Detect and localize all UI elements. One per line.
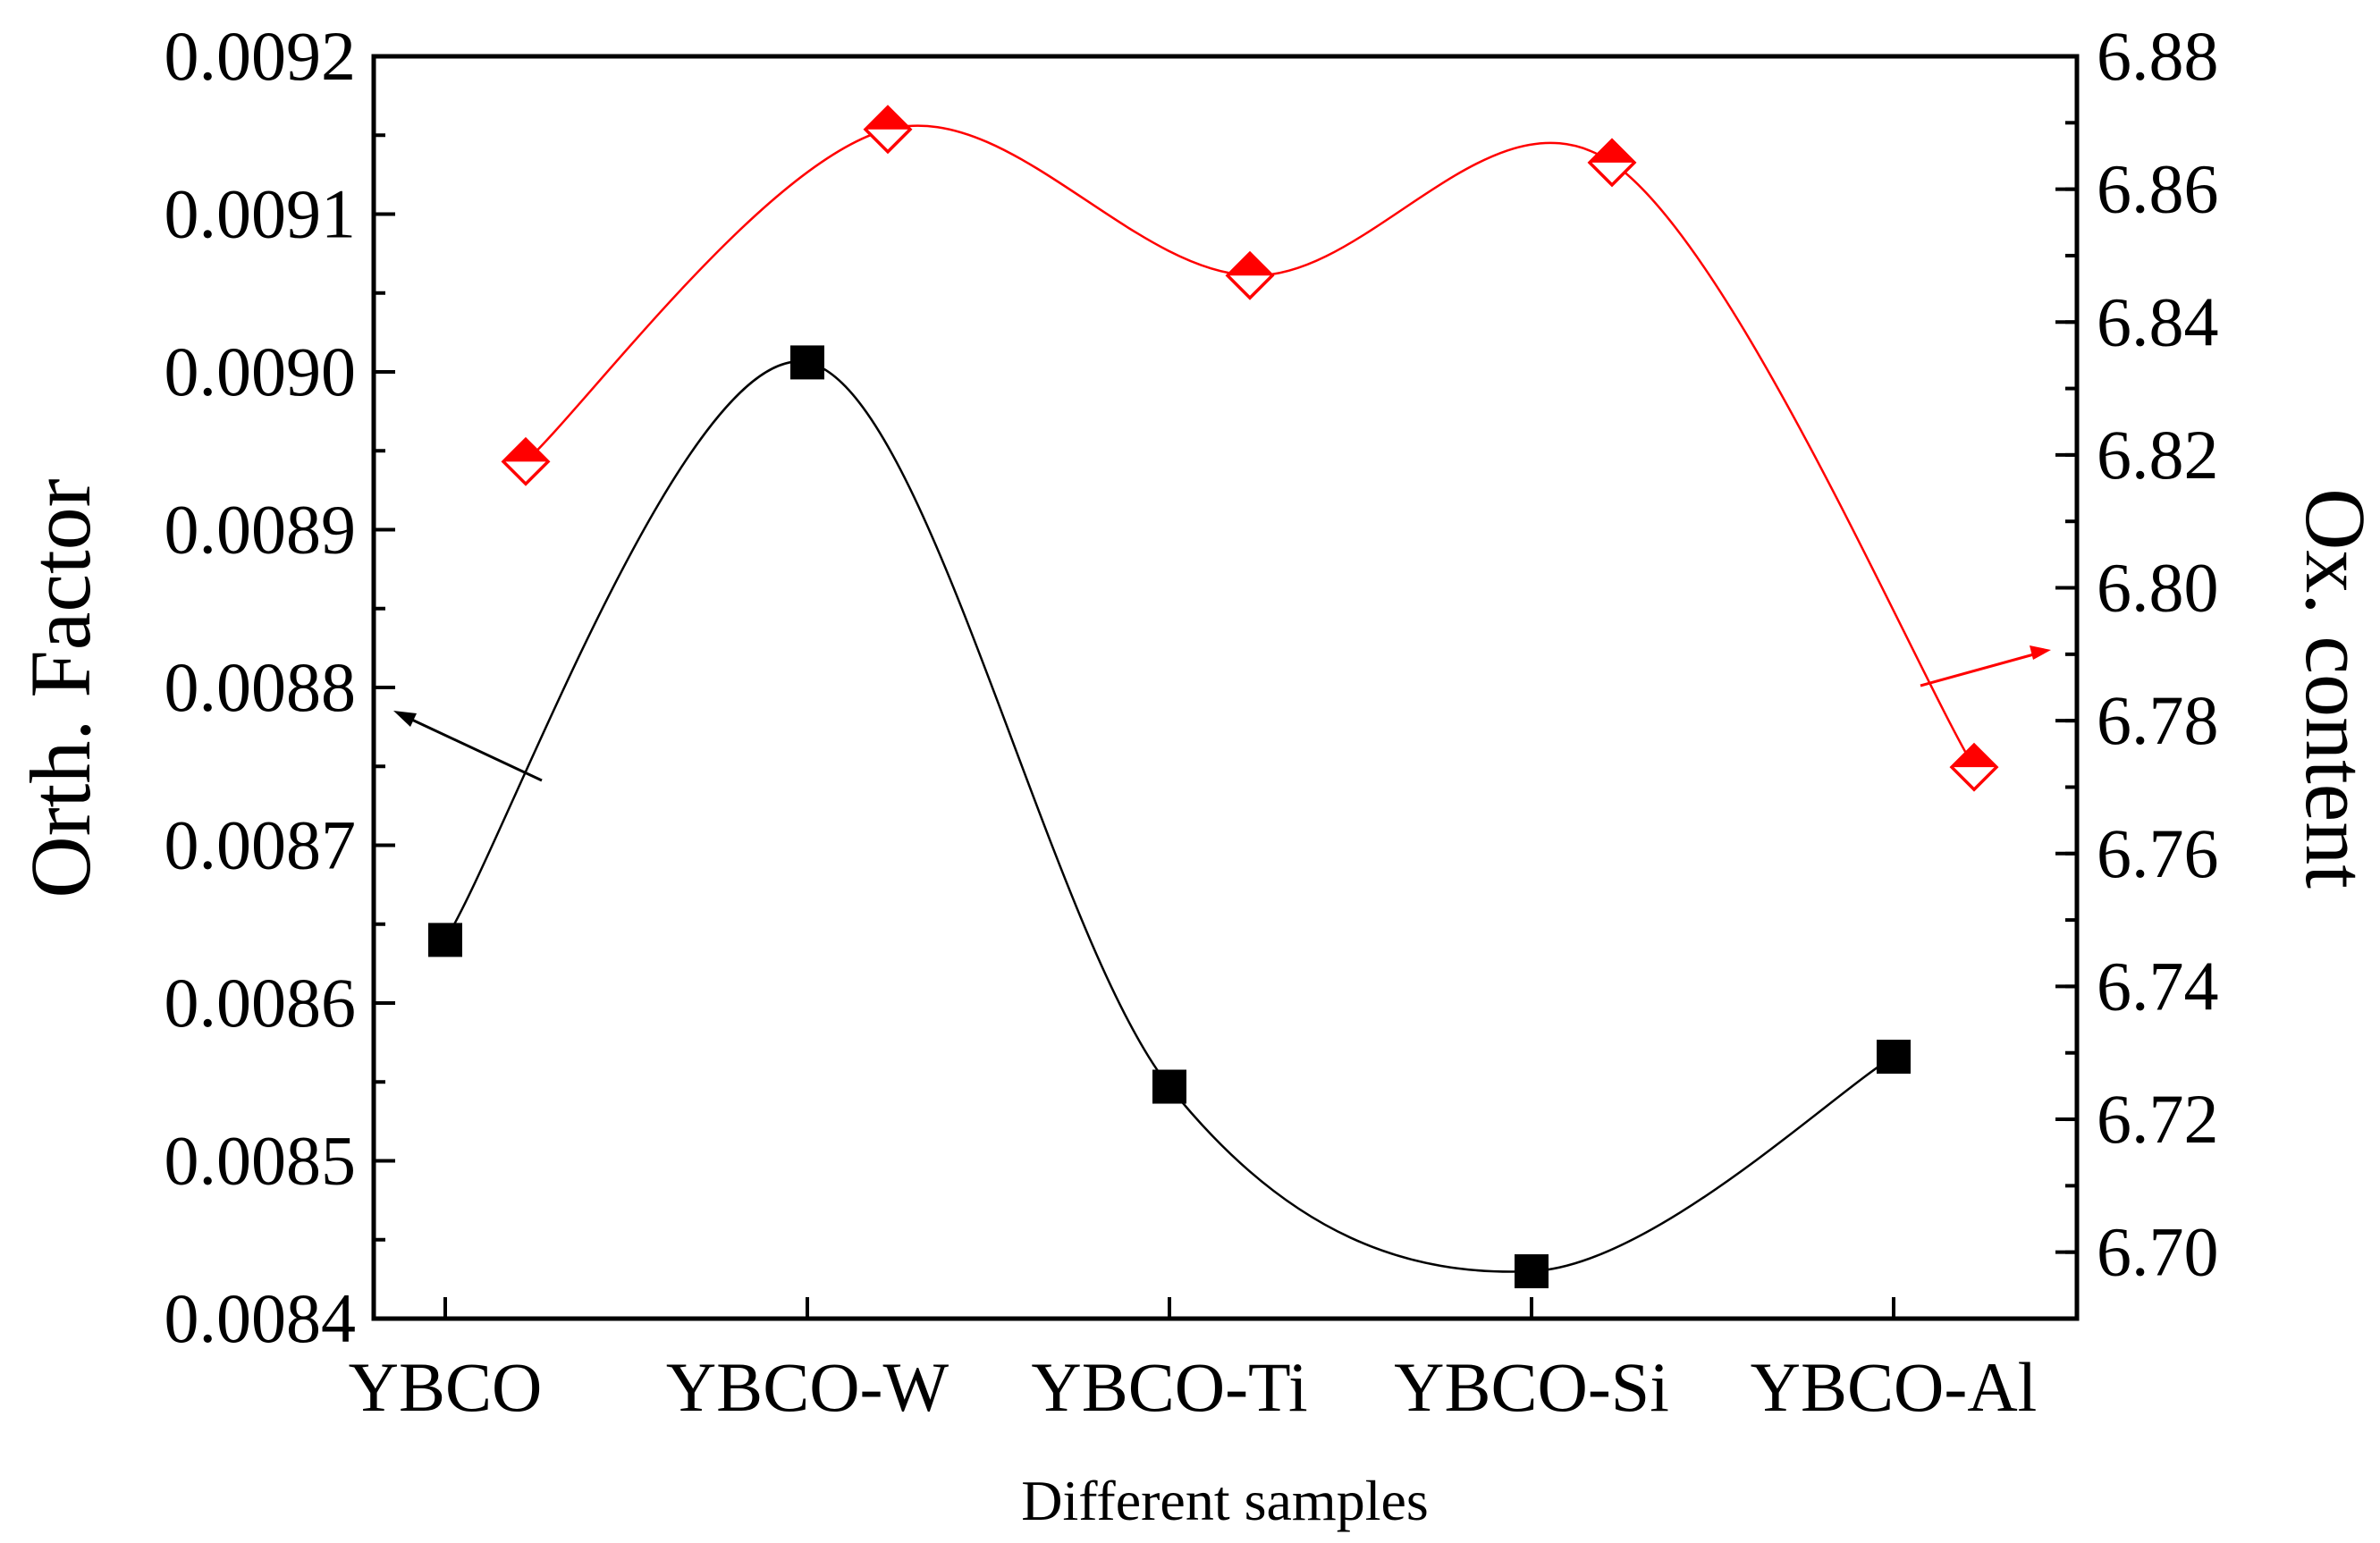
y-right-tick-label: 6.76 (2097, 814, 2219, 892)
y-left-tick-label: 0.0085 (165, 1122, 357, 1200)
x-tick-label: YBCO-Al (1751, 1348, 2038, 1426)
ox-content-point (863, 105, 913, 155)
y-left-tick-label: 0.0087 (165, 806, 357, 884)
x-tick-label: YBCO (349, 1348, 543, 1426)
y-right-tick-label: 6.70 (2097, 1213, 2219, 1291)
orth-factor-point (790, 345, 824, 380)
plot-frame (371, 54, 2080, 1321)
orth-factor-point (1515, 1254, 1549, 1289)
left-axis-arrow (393, 711, 543, 782)
orth-factor-fit-line (443, 360, 1895, 1273)
y-right-tick-label: 6.84 (2097, 282, 2219, 360)
y-axis-right-title: Ox. content (2288, 488, 2380, 889)
ox-content-fit-line (525, 124, 1976, 768)
y-left-tick-label: 0.0084 (165, 1279, 357, 1357)
x-tick-label: YBCO-Ti (1031, 1348, 1307, 1426)
y-right-tick-label: 6.86 (2097, 150, 2219, 228)
y-axis-left-title: Orth. Factor (13, 478, 108, 898)
orth-factor-point (428, 923, 462, 957)
right-axis-arrow (1920, 645, 2051, 687)
ox-content-point (1587, 138, 1637, 188)
y-right-tick-label: 6.74 (2097, 947, 2219, 1024)
orth-factor-point (1152, 1069, 1186, 1104)
y-right-tick-label: 6.82 (2097, 416, 2219, 493)
ox-content-point (1225, 250, 1275, 300)
ox-content-point (1949, 742, 1999, 792)
x-tick-label: YBCO-W (666, 1348, 949, 1426)
y-right-tick-label: 6.72 (2097, 1080, 2219, 1158)
y-left-tick-label: 0.0091 (165, 175, 357, 253)
y-left-tick-label: 0.0086 (165, 964, 357, 1041)
y-right-tick-label: 6.78 (2097, 681, 2219, 759)
y-left-tick-label: 0.0089 (165, 491, 357, 569)
x-axis-title: Different samples (1021, 1469, 1429, 1532)
y-left-tick-label: 0.0092 (165, 17, 357, 95)
x-tick-label: YBCO-Si (1394, 1348, 1669, 1426)
y-left-tick-label: 0.0090 (165, 333, 357, 410)
ox-content-point (501, 436, 551, 486)
orth-factor-point (1877, 1040, 1911, 1075)
y-right-tick-label: 6.88 (2097, 17, 2219, 95)
y-left-tick-label: 0.0088 (165, 648, 357, 726)
y-right-tick-label: 6.80 (2097, 549, 2219, 627)
